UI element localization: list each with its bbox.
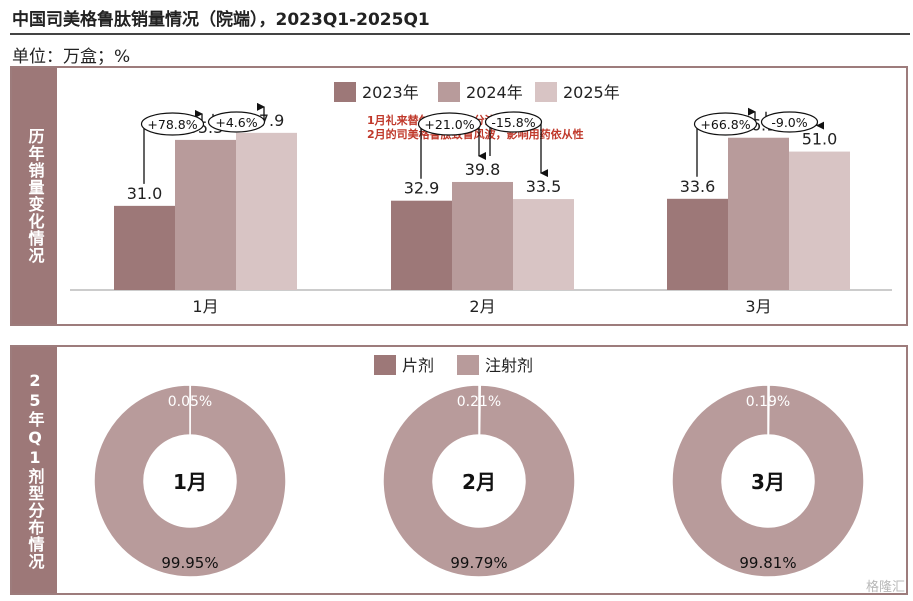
- watermark: 格隆汇: [865, 580, 905, 595]
- bar-label-1月-2023年: 31.0: [127, 184, 163, 203]
- donut-label-1月-tablet: 0.05%: [168, 394, 212, 410]
- donut-label-2月-injection: 99.79%: [450, 554, 507, 572]
- donut-slice-1月-注射剂: [93, 384, 287, 578]
- growth-oval-1月-2024: [140, 112, 205, 136]
- formulation-panel-side-label: 25年Q1剂型分布情况: [12, 347, 57, 593]
- bar-label-2月-2024年: 39.8: [465, 160, 501, 179]
- legend-label-片剂: 片剂: [402, 356, 434, 375]
- x-tick-1月: 1月: [192, 297, 218, 316]
- donut-label-1月-injection: 99.95%: [161, 554, 218, 572]
- title-divider: [10, 33, 910, 35]
- bar-2月-2023年: [391, 200, 452, 290]
- bar-2月-2024年: [452, 181, 513, 290]
- donut-center-label-2月: 2月: [462, 470, 496, 494]
- bar-3月-2025年: [789, 151, 850, 290]
- legend-label-2023: 2023年: [362, 83, 419, 102]
- growth-oval-3月-2025: [760, 111, 819, 133]
- donut-charts: 片剂 注射剂 1月 0.05% 99.95% 2月 0.21% 99.79% 3月 0.19% 99…: [93, 355, 865, 578]
- donut-label-2月-tablet: 0.21%: [457, 394, 501, 410]
- legend-swatch-2023: [334, 82, 356, 102]
- legend-label-2025: 2025年: [563, 83, 620, 102]
- growth-label-2月-2025: -15.8%: [491, 115, 535, 130]
- bar-1月-2023年: [114, 205, 175, 290]
- bar-chart: 2023年2024年2025年1月礼来替尔泊肽上市分流客户+2月的司美格鲁肽致盲…: [70, 82, 892, 316]
- donut-hole-1月: [144, 435, 236, 527]
- donut-hole-3月: [722, 435, 814, 527]
- unit-label: 单位：万盒；%: [12, 47, 131, 67]
- growth-oval-2月-2025: [484, 111, 543, 133]
- bar-label-2月-2025年: 33.5: [526, 177, 562, 196]
- legend-swatch-片剂: [374, 355, 396, 375]
- bar-label-2月-2023年: 32.9: [404, 179, 440, 198]
- growth-oval-1月-2025: [207, 111, 266, 133]
- bar-1月-2024年: [175, 139, 236, 290]
- bar-label-3月-2023年: 33.6: [680, 177, 716, 196]
- legend-swatch-2025: [535, 82, 557, 102]
- donut-hole-2月: [433, 435, 525, 527]
- donut-center-label-1月: 1月: [173, 470, 207, 494]
- bar-2月-2025年: [513, 199, 574, 290]
- formulation-panel: 25年Q1剂型分布情况 片剂 注射剂 1月 0.05% 99.95% 2月 0.21% 99.…: [10, 345, 908, 595]
- bar-1月-2025年: [236, 132, 297, 290]
- donut-label-3月-tablet: 0.19%: [746, 394, 790, 410]
- growth-label-1月-2024: +78.8%: [147, 117, 197, 132]
- growth-oval-3月-2024: [693, 112, 758, 136]
- bar-3月-2024年: [728, 137, 789, 290]
- growth-label-3月-2025: -9.0%: [771, 115, 807, 130]
- donut-center-label-3月: 3月: [751, 470, 785, 494]
- legend-label-2024: 2024年: [466, 83, 523, 102]
- legend-swatch-注射剂: [457, 355, 479, 375]
- bar-label-3月-2025年: 51.0: [802, 130, 838, 149]
- growth-label-3月-2024: +66.8%: [700, 117, 750, 132]
- bar-3月-2023年: [667, 198, 728, 290]
- page-title: 中国司美格鲁肽销量情况（院端），2023Q1-2025Q1: [12, 10, 430, 30]
- legend-swatch-2024: [438, 82, 460, 102]
- donut-slice-2月-注射剂: [382, 384, 576, 578]
- sales-volume-panel: 历年销量变化情况 2023年2024年2025年1月礼来替尔泊肽上市分流客户+2…: [10, 66, 908, 326]
- x-tick-3月: 3月: [745, 297, 771, 316]
- growth-label-1月-2025: +4.6%: [215, 115, 257, 130]
- growth-oval-2月-2024: [417, 112, 482, 136]
- x-tick-2月: 2月: [469, 297, 495, 316]
- legend-label-注射剂: 注射剂: [485, 356, 533, 375]
- growth-label-2月-2024: +21.0%: [424, 117, 474, 132]
- sales-panel-side-label: 历年销量变化情况: [12, 68, 57, 324]
- donut-label-3月-injection: 99.81%: [739, 554, 796, 572]
